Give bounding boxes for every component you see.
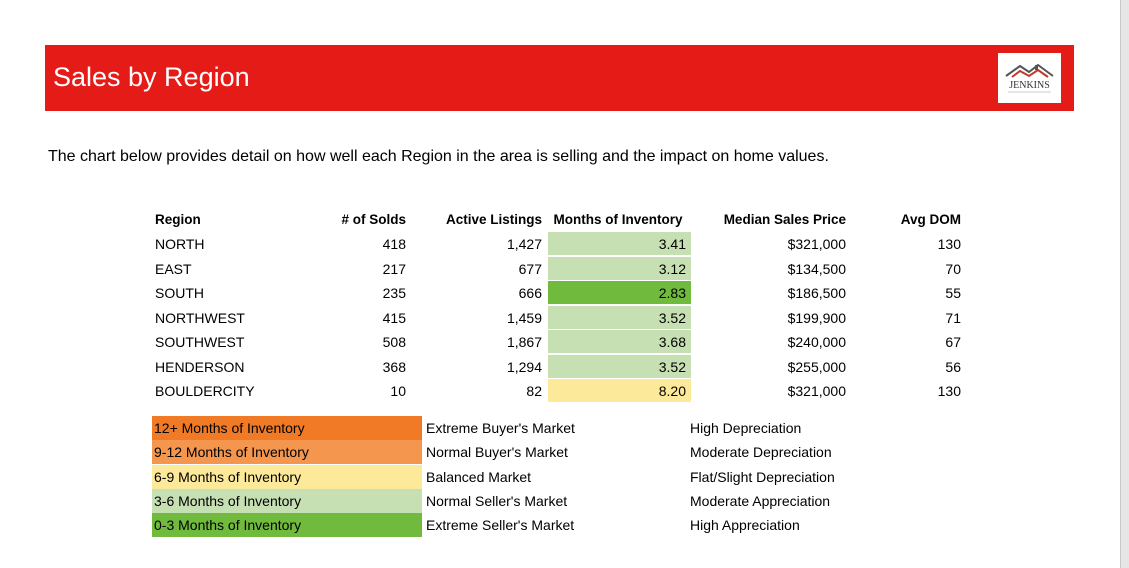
legend-row: 9-12 Months of Inventory Normal Buyer's M… bbox=[152, 440, 952, 465]
legend-value-impact: Flat/Slight Depreciation bbox=[690, 468, 835, 485]
table-row: NORTHWEST 415 1,459 3.52 $199,900 71 bbox=[152, 305, 982, 330]
house-roof-icon: JENKINS bbox=[1005, 63, 1054, 93]
legend-row: 0-3 Months of Inventory Extreme Seller's … bbox=[152, 513, 952, 538]
legend-market-type: Balanced Market bbox=[426, 468, 532, 485]
cell-months-of-inventory: 2.83 bbox=[658, 285, 686, 301]
cell-active-listings: 1,427 bbox=[506, 236, 542, 252]
cell-solds: 368 bbox=[382, 358, 406, 375]
cell-region: HENDERSON bbox=[155, 358, 245, 375]
header-months-of-inventory: Months of Inventory bbox=[553, 212, 683, 227]
moi-color-fill bbox=[548, 354, 691, 378]
cell-avg-dom: 67 bbox=[945, 334, 961, 350]
legend-market-type: Normal Buyer's Market bbox=[426, 444, 568, 461]
cell-avg-dom: 130 bbox=[937, 383, 961, 399]
legend-row: 3-6 Months of Inventory Normal Seller's M… bbox=[152, 488, 952, 513]
legend-value-impact: Moderate Appreciation bbox=[690, 492, 831, 509]
table-header-row: Region # of Solds Active Listings Months… bbox=[152, 208, 982, 232]
table-row: SOUTHWEST 508 1,867 3.68 $240,000 67 bbox=[152, 330, 982, 354]
moi-color-fill bbox=[548, 305, 691, 329]
cell-solds: 508 bbox=[382, 334, 406, 350]
cell-solds: 217 bbox=[382, 260, 406, 277]
moi-color-fill bbox=[548, 256, 691, 280]
legend-swatch: 3-6 Months of Inventory bbox=[152, 488, 422, 513]
cell-solds: 235 bbox=[382, 285, 406, 301]
cell-active-listings: 677 bbox=[518, 260, 542, 277]
title-banner: Sales by Region JENKINS bbox=[45, 45, 1074, 111]
table-row: HENDERSON 368 1,294 3.52 $255,000 56 bbox=[152, 354, 982, 379]
table-row: SOUTH 235 666 2.83 $186,500 55 bbox=[152, 281, 982, 305]
header-solds: # of Solds bbox=[341, 212, 406, 227]
cell-region: NORTH bbox=[155, 236, 205, 252]
moi-color-fill bbox=[548, 281, 691, 304]
cell-avg-dom: 56 bbox=[945, 358, 961, 375]
cell-months-of-inventory: 3.52 bbox=[658, 358, 686, 375]
legend-row: 6-9 Months of Inventory Balanced Market Fl… bbox=[152, 464, 952, 489]
cell-median-sales-price: $321,000 bbox=[787, 383, 846, 399]
cell-region: EAST bbox=[155, 260, 192, 277]
moi-color-fill bbox=[548, 232, 691, 255]
cell-months-of-inventory: 3.68 bbox=[658, 334, 686, 350]
cell-median-sales-price: $186,500 bbox=[787, 285, 846, 301]
cell-median-sales-price: $321,000 bbox=[787, 236, 846, 252]
cell-active-listings: 1,459 bbox=[506, 309, 542, 326]
cell-months-of-inventory: 3.52 bbox=[658, 309, 686, 326]
cell-active-listings: 1,294 bbox=[506, 358, 542, 375]
moi-color-fill bbox=[548, 330, 691, 353]
header-median-sales-price: Median Sales Price bbox=[723, 212, 846, 227]
jenkins-logo: JENKINS bbox=[998, 53, 1061, 103]
legend-value-impact: High Appreciation bbox=[690, 517, 800, 534]
cell-avg-dom: 71 bbox=[945, 309, 961, 326]
legend-swatch: 12+ Months of Inventory bbox=[152, 416, 422, 440]
logo-wordmark: JENKINS bbox=[1009, 80, 1050, 91]
cell-solds: 415 bbox=[382, 309, 406, 326]
header-region: Region bbox=[155, 212, 201, 227]
cell-active-listings: 1,867 bbox=[506, 334, 542, 350]
cell-solds: 10 bbox=[390, 383, 406, 399]
cell-months-of-inventory: 8.20 bbox=[658, 383, 686, 399]
table-row: BOULDERCITY 10 82 8.20 $321,000 130 bbox=[152, 379, 982, 403]
cell-median-sales-price: $255,000 bbox=[787, 358, 846, 375]
legend-value-impact: Moderate Depreciation bbox=[690, 444, 832, 461]
cell-region: NORTHWEST bbox=[155, 309, 245, 326]
table-row: EAST 217 677 3.12 $134,500 70 bbox=[152, 256, 982, 281]
cell-region: SOUTHWEST bbox=[155, 334, 245, 350]
header-avg-dom: Avg DOM bbox=[900, 212, 961, 227]
cell-region: SOUTH bbox=[155, 285, 204, 301]
cell-months-of-inventory: 3.12 bbox=[658, 260, 686, 277]
page-edge-scrollbar bbox=[1120, 0, 1129, 568]
table-row: NORTH 418 1,427 3.41 $321,000 130 bbox=[152, 232, 982, 256]
cell-active-listings: 82 bbox=[526, 383, 542, 399]
cell-avg-dom: 70 bbox=[945, 260, 961, 277]
legend-swatch: 0-3 Months of Inventory bbox=[152, 513, 422, 538]
page-title: Sales by Region bbox=[53, 62, 250, 92]
cell-solds: 418 bbox=[382, 236, 406, 252]
legend-swatch: 9-12 Months of Inventory bbox=[152, 440, 422, 465]
legend-swatch: 6-9 Months of Inventory bbox=[152, 464, 422, 489]
legend-market-type: Extreme Seller's Market bbox=[426, 517, 575, 534]
cell-median-sales-price: $199,900 bbox=[787, 309, 846, 326]
legend-row: 12+ Months of Inventory Extreme Buyer's M… bbox=[152, 416, 952, 440]
cell-avg-dom: 130 bbox=[937, 236, 961, 252]
legend-market-type: Extreme Buyer's Market bbox=[426, 420, 575, 436]
cell-median-sales-price: $134,500 bbox=[787, 260, 846, 277]
legend-value-impact: High Depreciation bbox=[690, 420, 802, 436]
cell-region: BOULDERCITY bbox=[155, 383, 255, 399]
moi-color-fill bbox=[548, 379, 691, 402]
cell-median-sales-price: $240,000 bbox=[787, 334, 846, 350]
cell-avg-dom: 55 bbox=[945, 285, 961, 301]
legend-market-type: Normal Seller's Market bbox=[426, 492, 568, 509]
cell-active-listings: 666 bbox=[518, 285, 542, 301]
cell-months-of-inventory: 3.41 bbox=[658, 236, 686, 252]
intro-text: The chart below provides detail on how w… bbox=[48, 148, 829, 165]
header-active-listings: Active Listings bbox=[445, 212, 542, 227]
